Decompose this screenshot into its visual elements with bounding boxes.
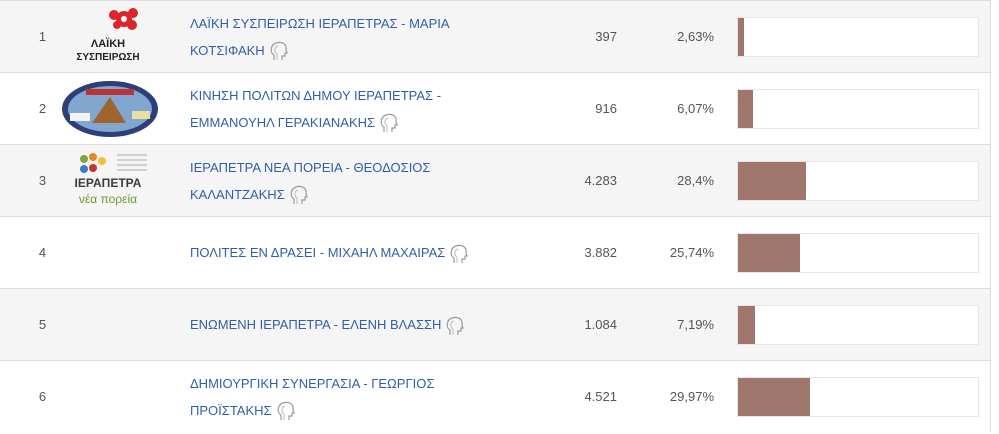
candidate-link[interactable]: ΚΙΝΗΣΗ ΠΟΛΙΤΩΝ ΔΗΜΟΥ ΙΕΡΑΠΕΤΡΑΣ - ΕΜΜΑΝΟ… <box>190 82 480 136</box>
rank: 5 <box>38 317 47 332</box>
candidate-name: ΔΗΜΙΟΥΡΓΙΚΗ ΣΥΝΕΡΓΑΣΙΑ - ΓΕΩΡΓΙΟΣ ΠΡΟΪΣΤ… <box>190 375 435 418</box>
logo <box>62 293 174 356</box>
profile-icon <box>290 185 308 205</box>
bar-track <box>737 17 979 57</box>
logo-text: ΙΕΡΑΠΕΤΡΑ <box>75 176 142 190</box>
logo-text: νέα πορεία <box>79 192 137 206</box>
profile-icon <box>450 244 469 263</box>
candidate-link[interactable]: ΙΕΡΑΠΕΤΡΑ ΝΕΑ ΠΟΡΕΙΑ - ΘΕΟΔΟΣΙΟΣ ΚΑΛΑΝΤΖ… <box>190 154 480 208</box>
rank: 3 <box>38 173 47 188</box>
votes: 4.283 <box>584 173 617 188</box>
candidate-name: ΚΙΝΗΣΗ ΠΟΛΙΤΩΝ ΔΗΜΟΥ ΙΕΡΑΠΕΤΡΑΣ - ΕΜΜΑΝΟ… <box>190 87 442 130</box>
candidate-name: ΛΑΪΚΗ ΣΥΣΠΕΙΡΩΣΗ ΙΕΡΑΠΕΤΡΑΣ - ΜΑΡΙΑ ΚΟΤΣ… <box>190 15 449 58</box>
votes: 1.084 <box>584 317 617 332</box>
bar <box>738 378 810 416</box>
candidate-cell: ΛΑΪΚΗ ΣΥΣΠΕΙΡΩΣΗ ΙΕΡΑΠΕΤΡΑΣ - ΜΑΡΙΑ ΚΟΤΣ… <box>190 1 480 72</box>
result-row: 6 ΔΗΜΙΟΥΡΓΙΚΗ ΣΥΝΕΡΓΑΣΙΑ - ΓΕΩΡΓΙΟΣ ΠΡΟΪΣ… <box>0 360 990 432</box>
bar-track <box>737 377 979 417</box>
percentage: 29,97% <box>669 389 714 404</box>
logo <box>62 365 174 428</box>
logo-image <box>62 81 158 137</box>
bar-track <box>737 89 979 129</box>
candidate-name: ΠΟΛΙΤΕΣ ΕΝ ΔΡΑΣΕΙ - ΜΙΧΑΗΛ ΜΑΧΑΙΡΑΣ <box>190 245 446 260</box>
candidate-cell: ΙΕΡΑΠΕΤΡΑ ΝΕΑ ΠΟΡΕΙΑ - ΘΕΟΔΟΣΙΟΣ ΚΑΛΑΝΤΖ… <box>190 145 480 216</box>
bar-track <box>737 233 979 273</box>
percentage: 28,4% <box>677 173 714 188</box>
rank: 4 <box>38 245 47 260</box>
bar-track <box>737 305 979 345</box>
candidate-name: ΙΕΡΑΠΕΤΡΑ ΝΕΑ ΠΟΡΕΙΑ - ΘΕΟΔΟΣΙΟΣ ΚΑΛΑΝΤΖ… <box>190 159 431 202</box>
result-row: 5 ΕΝΩΜΕΝΗ ΙΕΡΑΠΕΤΡΑ - ΕΛΕΝΗ ΒΛΑΣΣΗ 1.084 7,… <box>0 288 990 360</box>
votes: 3.882 <box>584 245 617 260</box>
bar <box>738 234 800 272</box>
candidate-link[interactable]: ΕΝΩΜΕΝΗ ΙΕΡΑΠΕΤΡΑ - ΕΛΕΝΗ ΒΛΑΣΣΗ <box>190 311 466 338</box>
bar <box>738 306 756 344</box>
votes: 4.521 <box>584 389 617 404</box>
percentage: 6,07% <box>677 101 714 116</box>
logo-text: ΣΥΣΠΕΙΡΩΣΗ <box>76 52 139 63</box>
bar-track <box>737 161 979 201</box>
candidate-link[interactable]: ΠΟΛΙΤΕΣ ΕΝ ΔΡΑΣΕΙ - ΜΙΧΑΗΛ ΜΑΧΑΙΡΑΣ <box>190 239 470 266</box>
logo: ΛΑΪΚΗ ΣΥΣΠΕΙΡΩΣΗ <box>62 5 174 68</box>
logo <box>62 77 174 140</box>
votes: 916 <box>595 101 617 116</box>
result-row: 1 ΛΑΪΚΗ ΣΥΣΠΕΙΡΩΣΗ ΛΑΪΚΗ ΣΥΣΠΕΙΡΩΣΗ ΙΕΡΑΠΕΤ… <box>0 0 990 72</box>
profile-icon <box>380 113 398 133</box>
votes: 397 <box>595 29 617 44</box>
candidate-cell: ΔΗΜΙΟΥΡΓΙΚΗ ΣΥΝΕΡΓΑΣΙΑ - ΓΕΩΡΓΙΟΣ ΠΡΟΪΣΤ… <box>190 361 480 432</box>
percentage: 7,19% <box>677 317 714 332</box>
rank: 2 <box>38 101 47 116</box>
candidate-cell: ΠΟΛΙΤΕΣ ΕΝ ΔΡΑΣΕΙ - ΜΙΧΑΗΛ ΜΑΧΑΙΡΑΣ <box>190 217 480 288</box>
result-row: 3 ΙΕΡΑΠΕΤΡΑ νέα πορεία ΙΕΡΑΠΕΤΡΑ ΝΕΑ ΠΟΡΕΙΑ… <box>0 144 990 216</box>
profile-icon <box>270 41 288 61</box>
candidate-cell: ΚΙΝΗΣΗ ΠΟΛΙΤΩΝ ΔΗΜΟΥ ΙΕΡΑΠΕΤΡΑΣ - ΕΜΜΑΝΟ… <box>190 73 480 144</box>
candidate-link[interactable]: ΔΗΜΙΟΥΡΓΙΚΗ ΣΥΝΕΡΓΑΣΙΑ - ΓΕΩΡΓΙΟΣ ΠΡΟΪΣΤ… <box>190 370 480 424</box>
candidate-link[interactable]: ΛΑΪΚΗ ΣΥΣΠΕΙΡΩΣΗ ΙΕΡΑΠΕΤΡΑΣ - ΜΑΡΙΑ ΚΟΤΣ… <box>190 10 480 64</box>
logo <box>62 221 174 284</box>
candidate-name: ΕΝΩΜΕΝΗ ΙΕΡΑΠΕΤΡΑ - ΕΛΕΝΗ ΒΛΑΣΣΗ <box>190 317 442 332</box>
bar <box>738 162 807 200</box>
candidate-cell: ΕΝΩΜΕΝΗ ΙΕΡΑΠΕΤΡΑ - ΕΛΕΝΗ ΒΛΑΣΣΗ <box>190 289 480 360</box>
rank: 6 <box>38 389 47 404</box>
rank: 1 <box>38 29 47 44</box>
percentage: 2,63% <box>677 29 714 44</box>
profile-icon <box>447 316 465 335</box>
logo: ΙΕΡΑΠΕΤΡΑ νέα πορεία <box>62 149 174 212</box>
logo-image: ΙΕΡΑΠΕΤΡΑ νέα πορεία <box>75 153 147 206</box>
logo-text: ΛΑΪΚΗ <box>91 37 125 50</box>
percentage: 25,74% <box>669 245 714 260</box>
result-row: 2 ΚΙΝΗΣΗ ΠΟΛΙΤΩΝ ΔΗΜΟΥ ΙΕΡΑΠΕΤΡΑΣ - ΕΜΜΑΝ… <box>0 72 990 144</box>
bar <box>738 90 753 128</box>
logo-image: ΛΑΪΚΗ ΣΥΣΠΕΙΡΩΣΗ <box>76 8 140 63</box>
bar <box>738 18 745 56</box>
profile-icon <box>277 401 295 421</box>
result-row: 4 ΠΟΛΙΤΕΣ ΕΝ ΔΡΑΣΕΙ - ΜΙΧΑΗΛ ΜΑΧΑΙΡΑΣ 3.88… <box>0 216 990 288</box>
